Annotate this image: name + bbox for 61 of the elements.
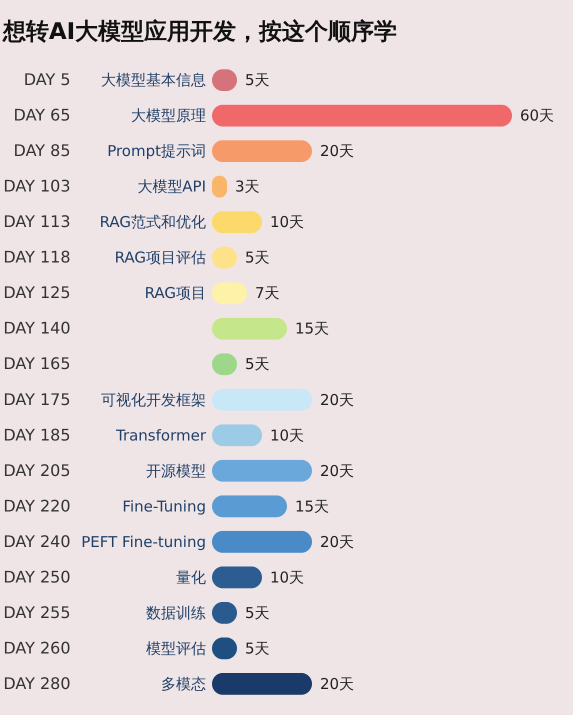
data-label: 5天 bbox=[245, 71, 270, 90]
data-label: 10天 bbox=[270, 213, 304, 232]
text: Fine-Tuning bbox=[122, 497, 206, 516]
y-tick-label: DAY 240 bbox=[3, 532, 70, 551]
data-label: 20天 bbox=[320, 532, 354, 551]
data-label: 5天 bbox=[245, 604, 270, 622]
text: PEFT Fine-tuning bbox=[81, 532, 206, 551]
bar bbox=[212, 140, 312, 162]
text: 多模态 bbox=[161, 674, 206, 693]
data-label: 15天 bbox=[295, 320, 330, 338]
text: 模型评估 bbox=[146, 639, 206, 658]
bar bbox=[212, 672, 312, 695]
y-tick-label: DAY 113 bbox=[3, 212, 70, 232]
y-tick-label: DAY 185 bbox=[3, 425, 70, 444]
data-label: 10天 bbox=[270, 568, 304, 586]
text: Prompt提示词 bbox=[107, 142, 206, 160]
y-tick-label: DAY 118 bbox=[3, 248, 70, 267]
bar bbox=[212, 388, 312, 411]
text: 大模型基本信息 bbox=[101, 71, 206, 90]
y-tick-label: DAY 255 bbox=[3, 602, 70, 622]
y-tick-label: DAY 125 bbox=[3, 283, 70, 302]
data-label: 20天 bbox=[320, 462, 354, 480]
data-label: 3天 bbox=[235, 178, 260, 196]
chart-title: 想转AI大模型应用开发，按这个顺序学 bbox=[2, 18, 398, 45]
text: RAG项目 bbox=[144, 284, 206, 302]
y-tick-label: DAY 165 bbox=[3, 354, 70, 374]
text: RAG项目评估 bbox=[114, 248, 206, 267]
y-tick-label: DAY 205 bbox=[3, 460, 70, 480]
data-label: 10天 bbox=[270, 426, 304, 444]
y-tick-label: DAY 175 bbox=[3, 390, 70, 409]
bar bbox=[212, 318, 287, 340]
data-label: 5天 bbox=[245, 248, 270, 267]
data-label: 7天 bbox=[255, 284, 280, 302]
bar bbox=[212, 530, 312, 553]
data-label: 60天 bbox=[520, 106, 554, 125]
text: 数据训练 bbox=[146, 604, 206, 622]
y-tick-label: DAY 140 bbox=[3, 318, 70, 338]
bar bbox=[212, 495, 287, 518]
y-tick-label: DAY 260 bbox=[3, 638, 70, 658]
y-tick-label: DAY 65 bbox=[14, 106, 70, 125]
bar bbox=[212, 460, 312, 482]
text: 大模型API bbox=[137, 178, 206, 196]
y-tick-label: DAY 280 bbox=[3, 674, 70, 693]
text: RAG范式和优化 bbox=[100, 213, 206, 232]
text: Transformer bbox=[114, 426, 207, 444]
text: 大模型原理 bbox=[131, 106, 206, 125]
text: 量化 bbox=[176, 568, 206, 586]
bar bbox=[212, 104, 512, 127]
y-tick-label: DAY 5 bbox=[24, 70, 70, 90]
y-tick-label: DAY 85 bbox=[14, 141, 70, 160]
data-label: 20天 bbox=[320, 674, 354, 693]
y-tick-label: DAY 103 bbox=[3, 176, 70, 196]
text: 开源模型 bbox=[146, 462, 206, 480]
data-label: 15天 bbox=[295, 497, 330, 516]
data-label: 20天 bbox=[320, 390, 354, 409]
data-label: 5天 bbox=[245, 639, 270, 658]
data-label: 5天 bbox=[245, 355, 270, 374]
text: 可视化开发框架 bbox=[101, 390, 206, 409]
data-label: 20天 bbox=[320, 142, 354, 160]
y-tick-label: DAY 220 bbox=[3, 496, 70, 516]
y-tick-label: DAY 250 bbox=[3, 567, 70, 586]
